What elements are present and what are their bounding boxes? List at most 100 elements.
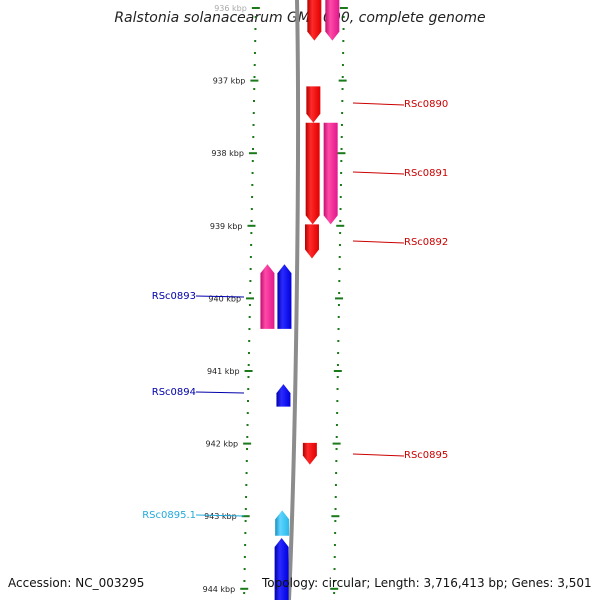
ruler-tick-right <box>332 442 341 445</box>
accession-text: Accession: NC_003295 <box>8 576 145 590</box>
left-guide-dot <box>250 232 253 234</box>
feature-rsc0893-p[interactable] <box>260 264 275 329</box>
right-guide-dot <box>341 76 344 78</box>
right-guide-dot <box>336 376 339 378</box>
feature-label[interactable]: RSc0895 <box>404 450 448 461</box>
ruler-tick-right <box>333 370 342 372</box>
left-guide-dot <box>246 412 249 414</box>
left-guide-dot <box>252 112 255 114</box>
feature-label[interactable]: RSc0894 <box>152 387 196 398</box>
left-guide-dot <box>247 352 250 354</box>
right-guide-dot <box>336 364 339 366</box>
right-guide-dot <box>335 472 338 474</box>
ruler-tick-label: 941 kbp <box>207 367 240 376</box>
feature-rsc0894[interactable] <box>276 384 291 407</box>
right-guide-dot <box>336 412 339 414</box>
left-guide-dot <box>244 520 247 522</box>
label-leader-line <box>352 171 405 175</box>
right-guide-dot <box>341 64 344 66</box>
left-guide-dot <box>243 592 246 594</box>
left-guide-dot <box>246 448 249 450</box>
right-guide-dot <box>336 400 339 402</box>
feature-label[interactable]: RSc0893 <box>152 291 196 302</box>
dotted-guides <box>243 16 345 594</box>
right-guide-dot <box>342 52 345 54</box>
left-guide-dot <box>247 376 250 378</box>
left-guide-dot <box>251 196 254 198</box>
feature-rsc0895[interactable] <box>302 442 317 465</box>
left-guide-dot <box>248 340 251 342</box>
feature-rsc0892[interactable] <box>304 224 319 259</box>
ruler-tick-label: 936 kbp <box>214 4 247 13</box>
right-guide-dot <box>333 580 336 582</box>
feature-rsc0891[interactable] <box>305 122 320 225</box>
left-guide-dot <box>249 292 252 294</box>
left-guide-dot <box>243 580 246 582</box>
left-guide-dot <box>244 532 247 534</box>
right-guide-dot <box>337 352 340 354</box>
left-guide-dot <box>245 472 248 474</box>
right-guide-dot <box>334 484 337 486</box>
feature-label[interactable]: RSc0890 <box>404 99 448 110</box>
feature-label[interactable]: RSc0895.1 <box>142 510 196 521</box>
left-guide-dot <box>243 556 246 558</box>
left-guide-dot <box>247 400 249 402</box>
feature-f-bottom-blue[interactable] <box>274 537 289 600</box>
feature-rsc0890[interactable] <box>306 86 321 123</box>
right-guide-dot <box>335 460 338 462</box>
ruler-tick-right <box>336 224 345 227</box>
ruler-tick-right <box>335 297 344 300</box>
right-guide-dot <box>337 328 340 330</box>
ruler-tick-left <box>244 370 253 372</box>
feature-label[interactable]: RSc0891 <box>404 168 448 179</box>
left-guide-dot <box>244 544 247 546</box>
left-guide-dot <box>252 136 255 138</box>
feature-f-top-pink[interactable] <box>325 0 340 41</box>
left-guide-dot <box>250 208 253 210</box>
ruler-tick-label: 943 kbp <box>204 512 237 521</box>
label-leader-line <box>195 295 245 298</box>
left-guide-dot <box>247 388 250 390</box>
right-guide-dot <box>336 388 339 390</box>
right-guide-dot <box>339 184 342 186</box>
feature-rsc0891-p[interactable] <box>323 122 338 225</box>
left-guide-dot <box>248 316 251 318</box>
left-guide-dot <box>246 436 249 438</box>
right-guide-dot <box>340 136 343 138</box>
left-guide-dot <box>250 244 253 246</box>
right-guide-dot <box>338 292 341 294</box>
right-guide-dot <box>335 436 338 438</box>
ruler-tick-label: 938 kbp <box>211 149 244 158</box>
left-guide-dot <box>253 64 256 66</box>
ruler-tick-left <box>247 224 256 227</box>
right-guide-dot <box>339 196 342 198</box>
left-guide-dot <box>253 52 256 54</box>
left-guide-dot <box>254 16 257 18</box>
left-guide-dot <box>254 40 257 42</box>
left-guide-dot <box>243 568 246 570</box>
left-guide-dot <box>246 424 249 426</box>
right-guide-dot <box>339 208 342 210</box>
left-guide-dot <box>245 460 248 462</box>
right-guide-dot <box>340 148 343 150</box>
ruler-tick-label: 942 kbp <box>206 440 239 449</box>
left-guide-dot <box>251 160 254 162</box>
feature-rsc0895-1[interactable] <box>275 510 290 536</box>
left-guide-dot <box>253 76 256 78</box>
left-guide-dot <box>253 88 256 90</box>
feature-rsc0893[interactable] <box>277 264 292 329</box>
right-guide-dot <box>340 172 343 174</box>
feature-label[interactable]: RSc0892 <box>404 237 448 248</box>
right-guide-dot <box>335 448 338 450</box>
right-guide-dot <box>338 256 341 258</box>
right-guide-dot <box>341 88 344 90</box>
ruler-tick-right <box>330 587 339 590</box>
ruler-tick-left <box>243 442 252 445</box>
map-title: Ralstonia solanacearum GMI1000, complete… <box>114 10 486 26</box>
ruler-tick-right <box>339 7 348 9</box>
topology-text: Topology: circular; Length: 3,716,413 bp… <box>262 576 592 590</box>
feature-f-top-red[interactable] <box>307 0 322 41</box>
left-guide-dot <box>252 124 255 126</box>
label-leader-line <box>195 514 245 517</box>
